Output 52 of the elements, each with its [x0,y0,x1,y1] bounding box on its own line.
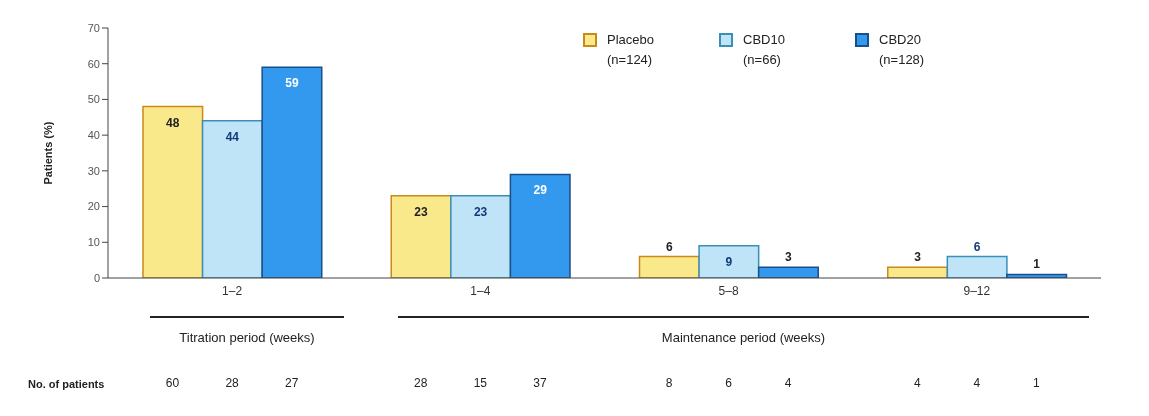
y-axis-title: Patients (%) [41,121,54,185]
text: 28 [413,376,429,390]
y-tick-label: 50 [87,93,100,106]
x-tick-label: 1–2 [222,283,243,298]
y-tick-label: 0 [93,271,100,284]
bar [142,105,204,278]
x-tick-label: 5–8 [718,283,739,298]
bar [450,195,512,278]
y-tick-label: 60 [87,57,100,70]
data-label: 48 [166,115,180,130]
text: 60 [164,376,181,390]
text: Titration period (weeks) [178,330,316,345]
data-label: 9 [725,254,733,269]
legend-label: CBD10 (n=66) [743,31,786,69]
y-tick-label: 30 [87,164,100,177]
y-tick-label: 40 [87,129,100,142]
data-label: 29 [533,183,548,198]
bar [201,120,263,278]
text: 4 [783,376,793,390]
text: 6 [724,376,733,390]
data-label: 44 [225,129,240,144]
bar [946,255,1008,278]
text: 4 [912,376,922,390]
text: 8 [664,376,674,390]
bar [390,195,452,278]
y-tick-label: 20 [87,200,100,213]
text: No. of patients [28,378,105,390]
data-label: 59 [285,76,299,91]
text: 1 [1032,376,1041,390]
x-tick-label: 1–4 [470,283,491,298]
legend-label: Placebo (n=124) [607,31,655,69]
data-label: 3 [785,250,793,265]
data-label: 23 [473,204,488,219]
bar [509,173,571,278]
text: Maintenance period (weeks) [660,330,827,345]
text: 15 [472,376,489,390]
data-label: 1 [1033,257,1041,272]
text: 37 [532,376,548,390]
data-label: 6 [665,239,673,254]
data-label: 3 [914,250,922,265]
data-label: 6 [973,239,981,254]
bar [698,245,760,278]
text: 28 [224,376,240,390]
y-tick-label: 10 [87,236,100,249]
y-tick-label: 70 [87,21,100,34]
text: 4 [972,376,982,390]
text: 27 [284,376,300,390]
legend-label: CBD20 (n=128) [879,31,926,69]
x-tick-label: 9–12 [963,283,991,298]
bar [261,66,323,278]
bar [638,255,700,278]
data-label: 23 [414,204,429,219]
